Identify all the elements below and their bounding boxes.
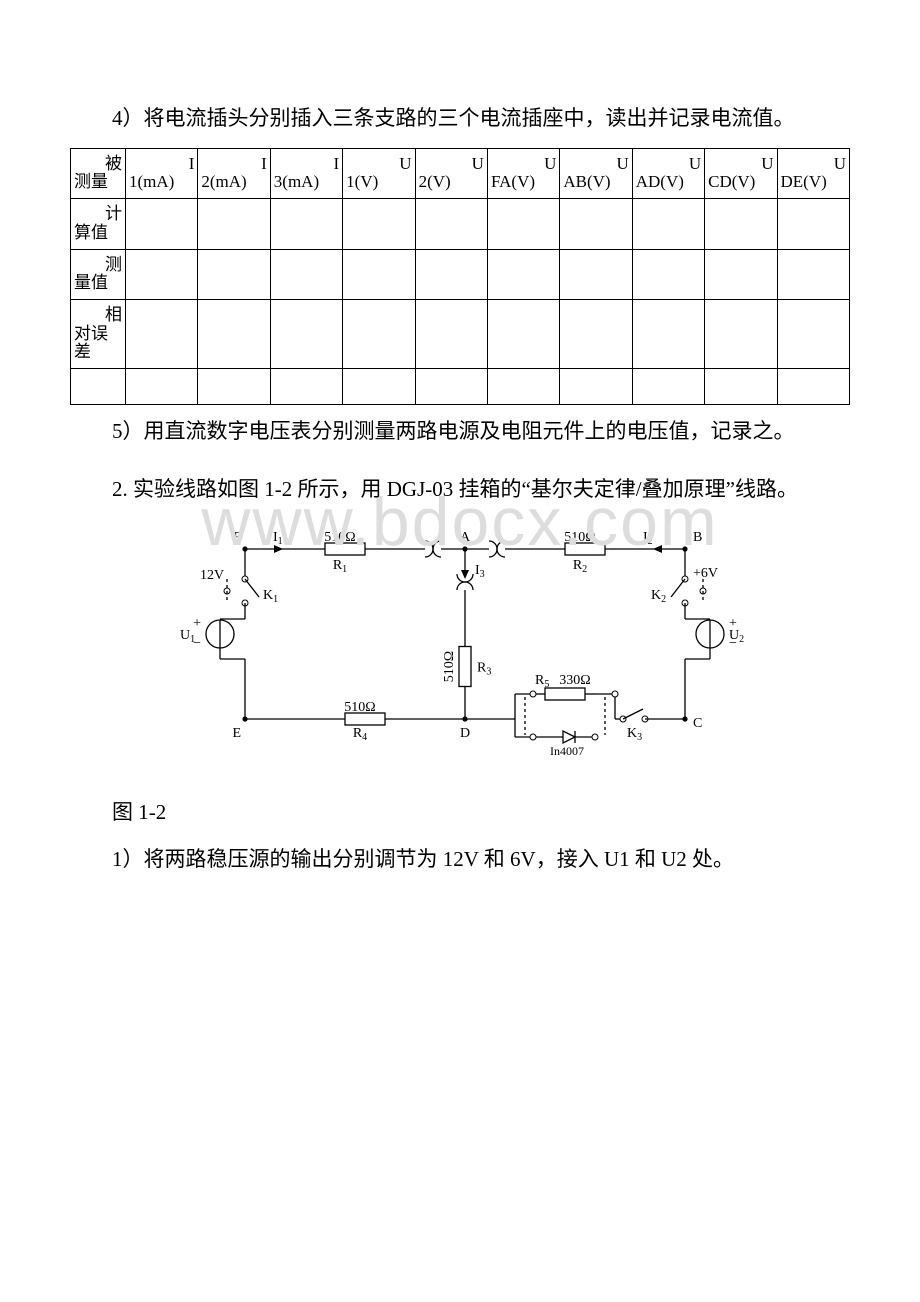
- header-ucd: U CD(V): [705, 148, 777, 198]
- header-u2: U 2(V): [415, 148, 487, 198]
- header-uab: U AB(V): [560, 148, 632, 198]
- cell: [487, 299, 559, 368]
- cell: [126, 299, 198, 368]
- svg-text:330Ω: 330Ω: [559, 673, 590, 688]
- cell: [126, 249, 198, 299]
- svg-text:K1: K1: [263, 588, 278, 605]
- measurement-table: 被 测量 I 1(mA) I 2(mA) I 3(mA) U 1(V) U 2(…: [70, 148, 850, 405]
- svg-text:F: F: [233, 530, 241, 545]
- cell: [705, 299, 777, 368]
- cell: [343, 199, 415, 249]
- svg-text:U2: U2: [729, 628, 744, 645]
- svg-text:I3: I3: [475, 563, 485, 580]
- header-ufa: U FA(V): [487, 148, 559, 198]
- section-2-text: 2. 实验线路如图 1-2 所示，用 DGJ-03 挂箱的“基尔夫定律/叠加原理…: [70, 471, 850, 509]
- cell: [487, 199, 559, 249]
- cell: [705, 368, 777, 404]
- step-1-text: 1）将两路稳压源的输出分别调节为 12V 和 6V，接入 U1 和 U2 处。: [70, 841, 850, 879]
- svg-text:510Ω: 510Ω: [324, 530, 355, 545]
- svg-text:B: B: [693, 530, 702, 545]
- cell: [632, 199, 704, 249]
- circuit-figure: I1 510Ω R1 510Ω R2 I2 I3 510Ω R3 510Ω R4 330Ω R5 In40…: [70, 519, 850, 769]
- cell: [487, 368, 559, 404]
- header-i3: I 3(mA): [270, 148, 342, 198]
- svg-text:510Ω: 510Ω: [564, 530, 595, 545]
- cell: [198, 249, 270, 299]
- svg-text:D: D: [460, 726, 470, 741]
- table-row: [71, 368, 850, 404]
- cell: [415, 299, 487, 368]
- svg-text:510Ω: 510Ω: [344, 700, 375, 715]
- svg-text:A: A: [460, 530, 471, 545]
- cell: [487, 249, 559, 299]
- svg-text:E: E: [232, 726, 241, 741]
- table-row: 测 量值: [71, 249, 850, 299]
- header-i2: I 2(mA): [198, 148, 270, 198]
- row-meas-label: 测 量值: [71, 249, 126, 299]
- circuit-diagram: I1 510Ω R1 510Ω R2 I2 I3 510Ω R3 510Ω R4 330Ω R5 In40…: [175, 519, 745, 769]
- cell: [777, 199, 849, 249]
- svg-text:510Ω: 510Ω: [442, 650, 457, 681]
- cell: [632, 368, 704, 404]
- svg-text:12V: 12V: [200, 568, 224, 583]
- cell: [343, 299, 415, 368]
- cell: [343, 249, 415, 299]
- svg-text:K3: K3: [627, 726, 642, 743]
- svg-text:+: +: [193, 616, 201, 631]
- cell: [415, 199, 487, 249]
- figure-caption: 图 1-2: [70, 794, 850, 832]
- cell: [198, 199, 270, 249]
- header-u1: U 1(V): [343, 148, 415, 198]
- svg-text:I2: I2: [643, 530, 653, 547]
- cell: [632, 249, 704, 299]
- step-4-text: 4）将电流插头分别插入三条支路的三个电流插座中，读出并记录电流值。: [70, 100, 850, 138]
- table-row: 相 对误差: [71, 299, 850, 368]
- cell: [270, 199, 342, 249]
- row-err-label: 相 对误差: [71, 299, 126, 368]
- svg-text:R5: R5: [535, 673, 549, 690]
- cell: [560, 299, 632, 368]
- cell: [777, 368, 849, 404]
- cell: [270, 368, 342, 404]
- svg-text:C: C: [693, 716, 702, 731]
- table-row: 计 算值: [71, 199, 850, 249]
- cell: [705, 249, 777, 299]
- header-measured: 被 测量: [71, 148, 126, 198]
- cell: [126, 199, 198, 249]
- cell: [198, 368, 270, 404]
- svg-text:In4007: In4007: [550, 744, 584, 758]
- cell: [343, 368, 415, 404]
- svg-text:R4: R4: [353, 726, 367, 743]
- cell: [777, 299, 849, 368]
- cell: [126, 368, 198, 404]
- cell: [270, 299, 342, 368]
- cell: [777, 249, 849, 299]
- row-calc-label: 计 算值: [71, 199, 126, 249]
- cell: [632, 299, 704, 368]
- header-ude: U DE(V): [777, 148, 849, 198]
- cell: [560, 199, 632, 249]
- table-header-row: 被 测量 I 1(mA) I 2(mA) I 3(mA) U 1(V) U 2(…: [71, 148, 850, 198]
- header-uad: U AD(V): [632, 148, 704, 198]
- svg-text:R1: R1: [333, 558, 347, 575]
- svg-text:R2: R2: [573, 558, 587, 575]
- cell: [415, 368, 487, 404]
- svg-text:I1: I1: [273, 530, 283, 547]
- svg-text:R3: R3: [477, 660, 491, 677]
- cell: [71, 368, 126, 404]
- cell: [560, 249, 632, 299]
- cell: [415, 249, 487, 299]
- cell: [198, 299, 270, 368]
- cell: [270, 249, 342, 299]
- step-5-text: 5）用直流数字电压表分别测量两路电源及电阻元件上的电压值，记录之。: [70, 413, 850, 451]
- cell: [560, 368, 632, 404]
- svg-text:K2: K2: [651, 588, 666, 605]
- cell: [705, 199, 777, 249]
- svg-text:+6V: +6V: [693, 566, 718, 581]
- header-i1: I 1(mA): [126, 148, 198, 198]
